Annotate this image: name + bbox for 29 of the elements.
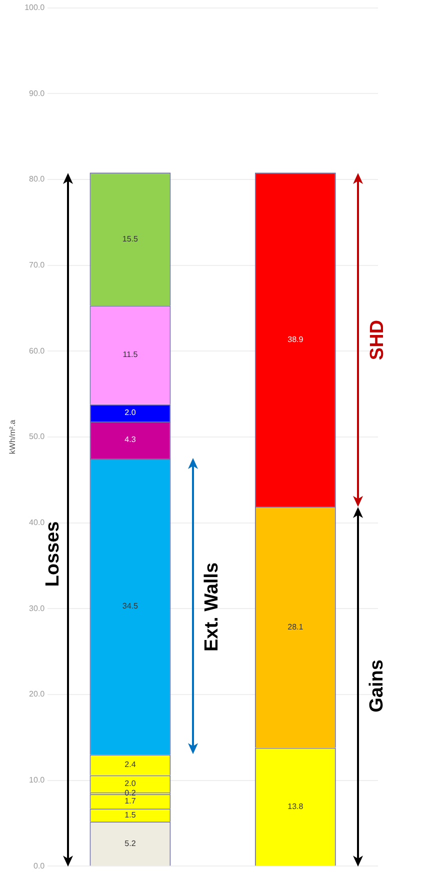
data-label: 13.8 [288, 802, 304, 811]
data-label: 1.5 [124, 810, 136, 820]
y-tick-label: 80.0 [29, 174, 46, 184]
y-tick-label: 100.0 [24, 3, 46, 12]
annotation: Ext. Walls [202, 562, 224, 652]
y-tick-label: 20.0 [29, 690, 46, 699]
y-tick-label: 90.0 [29, 88, 46, 98]
data-label: 34.5 [122, 602, 139, 611]
annotation: Gains [366, 660, 389, 713]
data-label: 1.7 [124, 796, 136, 806]
annotation: Losses [42, 521, 65, 587]
data-label: 28.1 [288, 622, 304, 632]
data-label: 15.5 [122, 234, 139, 244]
data-label: 2.0 [124, 408, 136, 418]
y-axis-title: kWh/m².a [8, 419, 18, 454]
data-label: 4.3 [124, 435, 136, 444]
y-tick-label: 30.0 [29, 604, 46, 613]
y-tick-label: 70.0 [29, 260, 46, 270]
y-tick-label: 10.0 [29, 776, 46, 785]
y-tick-label: 50.0 [29, 432, 46, 442]
annotation: SHD [366, 320, 389, 360]
data-label: 11.5 [122, 350, 138, 360]
data-label: 5.2 [124, 838, 136, 848]
y-tick-label: 40.0 [29, 518, 46, 528]
data-label: 2.0 [124, 778, 136, 788]
data-label: 38.9 [288, 334, 304, 344]
y-tick-label: 60.0 [29, 346, 46, 356]
data-label: 2.4 [124, 760, 136, 770]
y-tick-label: 0.0 [33, 861, 46, 870]
